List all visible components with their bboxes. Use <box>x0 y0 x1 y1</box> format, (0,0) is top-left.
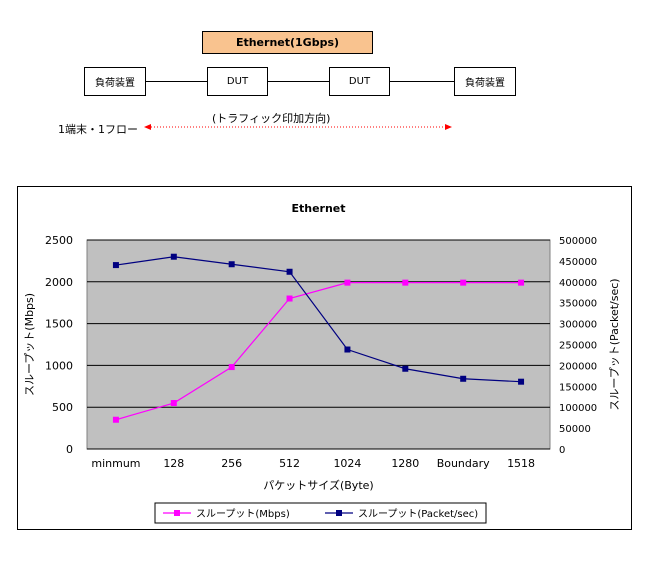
ethernet-label-box: Ethernet(1Gbps) <box>202 31 373 54</box>
x-tick-label: 1280 <box>391 457 419 470</box>
x-tick-label: minmum <box>91 457 140 470</box>
y-tick-label: 1000 <box>45 359 73 372</box>
x-tick-label: 128 <box>163 457 184 470</box>
series-2-point <box>170 253 177 260</box>
y2-tick-label: 500000 <box>559 236 597 247</box>
series-1-point <box>112 416 119 423</box>
series-2-point <box>460 375 467 382</box>
traffic-direction-arrow <box>144 124 452 130</box>
y2-tick-label: 200000 <box>559 361 597 372</box>
series-2-point <box>344 346 351 353</box>
series-2-point <box>518 378 525 385</box>
y2-tick-label: 450000 <box>559 257 597 268</box>
chart-title: Ethernet <box>291 202 345 215</box>
ethernet-label: Ethernet(1Gbps) <box>235 36 340 49</box>
y-tick-label: 0 <box>66 443 73 456</box>
y-tick-label: 1500 <box>45 318 73 331</box>
legend-label: スループット(Packet/sec) <box>358 508 478 520</box>
link-line <box>146 81 454 82</box>
y2-tick-label: 250000 <box>559 341 597 352</box>
y2-tick-label: 50000 <box>559 424 591 435</box>
legend-swatch-marker <box>336 510 342 516</box>
load-device-left-label: 負荷装置 <box>95 78 135 89</box>
y2-tick-label: 100000 <box>559 403 597 414</box>
y-tick-label: 2500 <box>45 234 73 247</box>
load-device-left: 負荷装置 <box>84 67 146 96</box>
legend-label: スループット(Mbps) <box>196 508 290 520</box>
series-2-point <box>286 268 293 275</box>
x-axis-label: パケットサイズ(Byte) <box>263 478 373 492</box>
series-1-point <box>170 400 177 407</box>
y2-axis-label: スループット(Packet/sec) <box>608 278 621 410</box>
series-2-point <box>228 261 235 268</box>
plot-area <box>86 239 551 450</box>
series-1-point <box>402 279 409 286</box>
dut-box-1: DUT <box>207 67 268 96</box>
series-2-point <box>112 262 119 269</box>
load-device-right-label: 負荷装置 <box>465 78 505 89</box>
series-1-point <box>228 364 235 371</box>
throughput-chart: Ethernet 0 500 1000 1500 2000 2500 0 50000 100000… <box>23 202 621 524</box>
series-1-point <box>460 279 467 286</box>
y2-tick-label: 0 <box>559 445 565 456</box>
chart-frame: Ethernet 0 500 1000 1500 2000 2500 0 50000 100000… <box>17 186 632 530</box>
y2-tick-label: 300000 <box>559 320 597 331</box>
series-1-point <box>518 279 525 286</box>
series-1-point <box>344 279 351 286</box>
y-tick-label: 500 <box>52 401 73 414</box>
y2-tick-label: 150000 <box>559 382 597 393</box>
x-tick-label: 512 <box>279 457 300 470</box>
x-tick-label: Boundary <box>437 457 490 470</box>
x-tick-label: 1024 <box>333 457 361 470</box>
flow-label: 1端末・1フロー <box>58 123 138 136</box>
legend-box <box>154 502 487 524</box>
y2-tick-label: 350000 <box>559 299 597 310</box>
legend-swatch-marker <box>174 510 180 516</box>
series-line-2 <box>115 256 522 383</box>
series-line-1 <box>115 282 522 421</box>
dut-box-2-label: DUT <box>348 76 371 87</box>
x-tick-label: 256 <box>221 457 242 470</box>
load-device-right: 負荷装置 <box>454 67 516 96</box>
series-2-point <box>402 365 409 372</box>
series-1-point <box>286 295 293 302</box>
y2-tick-label: 400000 <box>559 278 597 289</box>
dut-box-1-label: DUT <box>226 76 249 87</box>
x-tick-label: 1518 <box>507 457 535 470</box>
y-axis-label: スループット(Mbps) <box>23 293 36 396</box>
y-tick-label: 2000 <box>45 276 73 289</box>
traffic-direction-label: (トラフィック印加方向) <box>212 112 331 125</box>
dut-box-2: DUT <box>329 67 390 96</box>
